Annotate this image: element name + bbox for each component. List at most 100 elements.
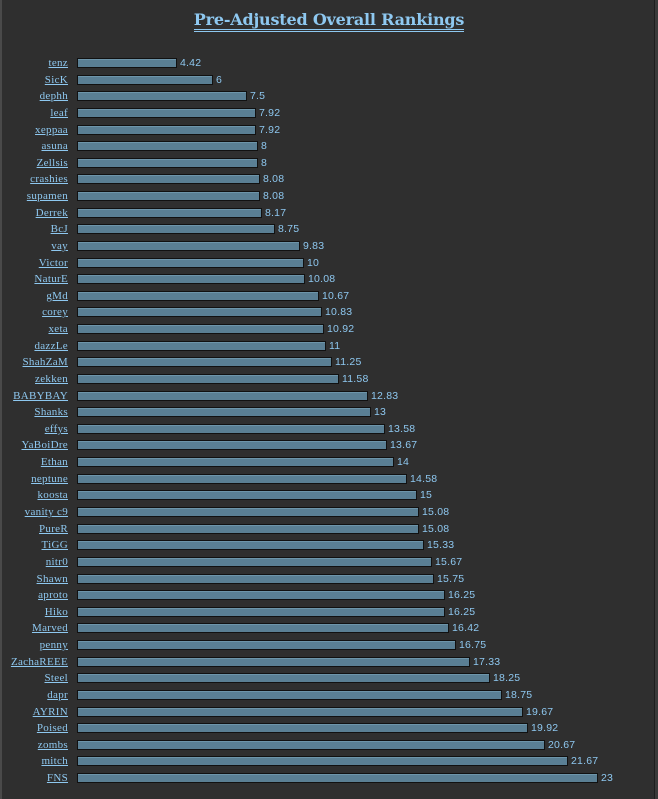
chart-row: vay 9.83 [0, 238, 658, 254]
bar-value-label: 8.75 [278, 223, 300, 236]
player-link[interactable]: dephh [39, 90, 68, 103]
player-link[interactable]: Ethan [40, 456, 68, 469]
player-link[interactable]: BcJ [50, 223, 68, 236]
bar [77, 290, 319, 301]
player-link[interactable]: ShahZaM [22, 356, 68, 369]
bar-value-label: 13.58 [388, 422, 416, 435]
window-left-border [0, 0, 2, 799]
player-link[interactable]: xeta [48, 323, 68, 336]
player-link[interactable]: TiGG [41, 539, 68, 552]
bar-value-label: 20.67 [548, 738, 576, 751]
bar [77, 623, 449, 634]
bar-value-label: 8 [261, 156, 268, 169]
player-link[interactable]: mitch [41, 755, 68, 768]
player-link[interactable]: nitr0 [45, 555, 68, 568]
bar-value-label: 13.67 [390, 439, 418, 452]
bar [77, 490, 417, 501]
chart-row: SicK 6 [0, 72, 658, 88]
player-link[interactable]: YaBoiDre [21, 439, 68, 452]
player-link[interactable]: dazzLe [34, 339, 68, 352]
chart-row: vanity c9 15.08 [0, 504, 658, 520]
bar-value-label: 10.67 [322, 289, 350, 302]
bar [77, 656, 470, 667]
player-link[interactable]: zekken [35, 372, 68, 385]
bar-value-label: 13 [374, 406, 387, 419]
player-link[interactable]: crashies [30, 173, 68, 186]
player-link[interactable]: FNS [46, 772, 68, 785]
player-link[interactable]: asuna [41, 140, 68, 153]
player-link[interactable]: zombs [37, 738, 68, 751]
bar [77, 689, 502, 700]
player-link[interactable]: penny [39, 639, 68, 652]
bar-value-label: 14.58 [410, 472, 438, 485]
player-link[interactable]: SicK [44, 73, 68, 86]
player-link[interactable]: supamen [26, 190, 68, 203]
chart-row: dephh 7.5 [0, 88, 658, 104]
player-link[interactable]: leaf [50, 106, 68, 119]
bar [77, 507, 419, 517]
chart-row: tenz 4.42 [0, 55, 658, 71]
bar-value-label: 16.25 [448, 589, 476, 602]
bar [77, 124, 256, 135]
player-link[interactable]: vanity c9 [24, 506, 68, 518]
bar-value-label: 19.92 [531, 722, 559, 735]
bar-value-label: 15.67 [435, 555, 463, 568]
bar [77, 723, 528, 734]
bar [77, 174, 260, 185]
chart-row: asuna 8 [0, 138, 658, 154]
bar-value-label: 15.08 [422, 522, 450, 535]
player-link[interactable]: Marved [31, 622, 68, 635]
player-link[interactable]: koosta [37, 489, 68, 502]
chart-row: AYRIN 19.67 [0, 704, 658, 720]
bar [77, 357, 332, 368]
bar [77, 107, 256, 118]
player-link[interactable]: aproto [38, 589, 68, 602]
chart-title-text: Pre-Adjusted Overall Rankings [193, 10, 464, 32]
bar [77, 640, 456, 651]
player-link[interactable]: Shanks [34, 406, 68, 419]
player-link[interactable]: Shawn [36, 572, 68, 585]
player-link[interactable]: effys [44, 422, 68, 435]
bar-value-label: 7.92 [259, 123, 281, 136]
player-link[interactable]: corey [42, 306, 68, 319]
chart-row: Ethan 14 [0, 454, 658, 470]
chart-row: corey 10.83 [0, 304, 658, 320]
bar-value-label: 11.25 [335, 356, 362, 369]
player-link[interactable]: NaturE [34, 273, 68, 286]
bar-value-label: 17.33 [473, 655, 501, 668]
player-link[interactable]: Derrek [35, 206, 68, 219]
chart-row: aproto 16.25 [0, 587, 658, 603]
bar [77, 274, 305, 285]
player-link[interactable]: PureR [39, 522, 68, 535]
player-link[interactable]: BABYBAY [13, 389, 68, 402]
player-link[interactable]: AYRIN [32, 705, 68, 718]
bar-value-label: 15.75 [437, 572, 465, 585]
bar-value-label: 7.5 [250, 90, 266, 103]
player-link[interactable]: Steel [44, 672, 68, 685]
bar-value-label: 14 [397, 456, 410, 469]
bar-value-label: 16.42 [452, 622, 480, 635]
player-link[interactable]: Victor [38, 256, 68, 269]
chart-row: Shanks 13 [0, 404, 658, 420]
player-link[interactable]: dapr [47, 688, 68, 701]
bar [77, 606, 445, 617]
player-link[interactable]: ZachaREEE [10, 655, 68, 668]
bar [77, 324, 324, 335]
bar [77, 207, 262, 218]
bar [77, 590, 445, 601]
player-link[interactable]: Poised [36, 722, 68, 735]
chart-row: koosta 15 [0, 487, 658, 503]
player-link[interactable]: xeppaa [35, 123, 68, 136]
player-link[interactable]: vay [51, 239, 68, 252]
bar [77, 706, 523, 717]
chart-row: Shawn 15.75 [0, 571, 658, 587]
chart-row: supamen 8.08 [0, 188, 658, 204]
player-link[interactable]: neptune [31, 472, 68, 485]
bar [77, 191, 260, 202]
chart-row: dapr 18.75 [0, 687, 658, 703]
player-link[interactable]: gMd [46, 289, 68, 302]
player-link[interactable]: Hiko [44, 605, 68, 618]
player-link[interactable]: Zellsis [36, 156, 68, 169]
player-link[interactable]: tenz [48, 57, 68, 69]
bar-value-label: 8.08 [263, 190, 285, 203]
